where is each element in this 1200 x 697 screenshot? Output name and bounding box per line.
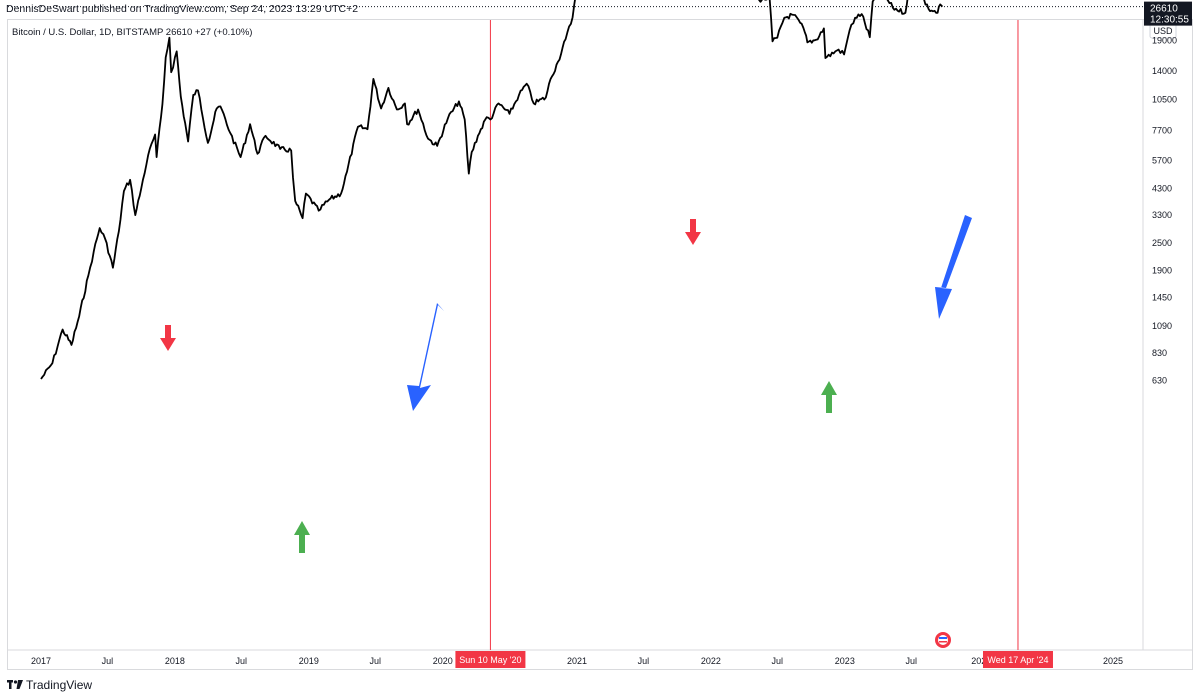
x-tick-label: Jul [772, 656, 784, 666]
x-tick-label: 2019 [299, 656, 319, 666]
x-tick-label: Jul [905, 656, 917, 666]
last-price-tag-bg [1144, 1, 1192, 26]
y-tick-label: 5700 [1152, 156, 1172, 166]
y-axis-ticks: 8000006000004500003300002500001900001400… [1152, 8, 1177, 386]
blue-arrow-icon [935, 215, 972, 319]
x-tick-label: Jul [369, 656, 381, 666]
x-tick-label: 2021 [567, 656, 587, 666]
btc-price-series [40, 0, 944, 380]
marker-date-tag [455, 651, 526, 668]
x-tick-label: Jul [102, 656, 114, 666]
x-tick-label: 2025 [1103, 656, 1123, 666]
x-tick-label: Jul [236, 656, 248, 666]
y-tick-label: 830 [1152, 348, 1167, 358]
chart-frame[interactable] [7, 19, 1193, 670]
x-tick-label: Jul [638, 656, 650, 666]
vertical-markers: Sun 10 May '20 Wed 17 Apr '24 [455, 20, 1053, 668]
green-bottom-arrow-icon [294, 521, 310, 553]
marker-date-tag [982, 651, 1053, 668]
x-tick-label: 2017 [31, 656, 51, 666]
countdown-value: 12:30:55 [1150, 15, 1189, 26]
red-peak-arrow-icon [160, 325, 176, 351]
price-chart[interactable]: Bitcoin / U.S. Dollar, 1D, BITSTAMP 2661… [0, 0, 1200, 674]
y-tick-label: 1090 [1152, 321, 1172, 331]
publish-line: DennisDeSwart published on TradingView.c… [6, 3, 359, 15]
footer-brand: TradingView [26, 678, 93, 692]
y-tick-label: 7700 [1152, 125, 1172, 135]
flag-icon[interactable] [935, 632, 951, 648]
y-tick-label: 3300 [1152, 210, 1172, 220]
legend-line: Bitcoin / U.S. Dollar, 1D, BITSTAMP 2661… [12, 27, 252, 38]
x-tick-label: 202 [971, 656, 986, 666]
red-peak-arrow-icon [685, 219, 701, 245]
x-tick-label: 2023 [835, 656, 855, 666]
footer: TradingView [0, 674, 1200, 697]
y-tick-label: 630 [1152, 376, 1167, 386]
green-bottom-arrow-icon [821, 381, 837, 413]
x-tick-label: 2022 [701, 656, 721, 666]
y-tick-label: 14000 [1152, 66, 1177, 76]
blue-arrow-icon [407, 303, 444, 411]
marker-date-label: Sun 10 May '20 [459, 655, 521, 665]
y-tick-label: 10500 [1152, 95, 1177, 105]
y-tick-label: 2500 [1152, 238, 1172, 248]
x-axis-ticks: 2017 Jul 2018 Jul 2019 Jul 2020 2021 Jul 2022 Jul 2… [31, 656, 1123, 666]
publish-header: DennisDeSwart published on TradingView.c… [0, 0, 1200, 18]
x-tick-label: 2020 [433, 656, 453, 666]
annotation-arrows [160, 215, 972, 553]
tradingview-logo-icon[interactable] [7, 679, 23, 691]
y-tick-label: 1450 [1152, 292, 1172, 302]
y-tick-label: 19000 [1152, 35, 1177, 45]
y-tick-label: 1900 [1152, 265, 1172, 275]
last-price-tag: 26610 12:30:55 [1144, 1, 1192, 26]
marker-date-label: Wed 17 Apr '24 [987, 655, 1048, 665]
last-price-value: 26610 [1150, 4, 1178, 15]
y-tick-label: 4300 [1152, 184, 1172, 194]
x-tick-label: 2018 [165, 656, 185, 666]
currency-label: USD [1153, 26, 1173, 36]
